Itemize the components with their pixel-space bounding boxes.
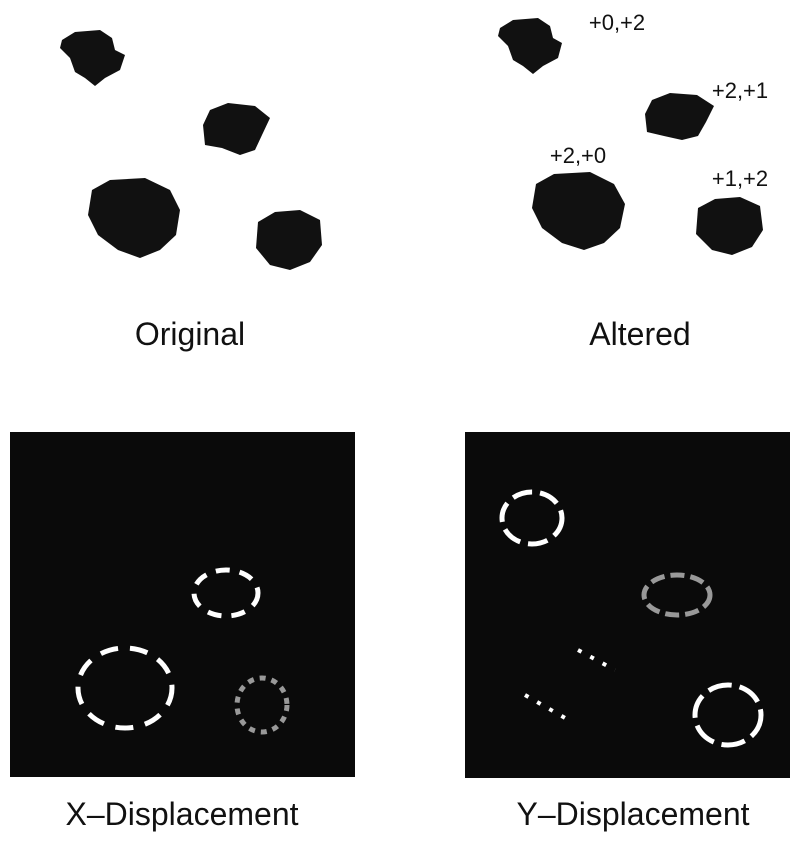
panel-background <box>465 432 790 778</box>
caption: Y–Displacement <box>517 796 750 832</box>
y-displacement-image <box>465 432 790 778</box>
original-image <box>60 30 322 270</box>
caption: Original <box>135 316 245 352</box>
blob <box>88 178 180 258</box>
blob <box>532 172 625 250</box>
figure: Original +0,+2 +2,+1 +2,+0 +1,+2 Altered… <box>0 0 801 859</box>
panel-background <box>10 432 355 777</box>
caption: X–Displacement <box>66 796 299 832</box>
shift-label: +2,+1 <box>712 78 768 103</box>
blob <box>256 210 322 270</box>
shift-label: +1,+2 <box>712 166 768 191</box>
shift-label: +2,+0 <box>550 143 606 168</box>
blob <box>203 103 270 155</box>
blob <box>696 197 763 255</box>
blob <box>645 93 714 140</box>
blob <box>60 30 125 86</box>
x-displacement-image <box>10 432 355 777</box>
shift-label: +0,+2 <box>589 10 645 35</box>
altered-image <box>498 18 763 255</box>
caption: Altered <box>589 316 690 352</box>
blob <box>498 18 562 74</box>
